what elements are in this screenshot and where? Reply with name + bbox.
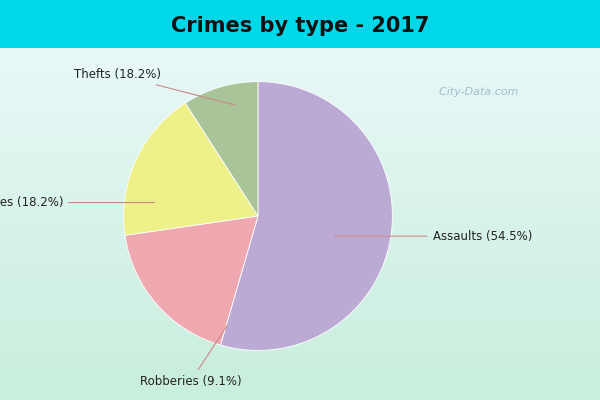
Wedge shape [125,216,258,345]
Wedge shape [124,103,258,235]
Text: Robberies (9.1%): Robberies (9.1%) [140,326,242,388]
Text: Thefts (18.2%): Thefts (18.2%) [74,68,235,105]
Wedge shape [221,82,392,350]
Wedge shape [185,82,258,216]
Text: Assaults (54.5%): Assaults (54.5%) [335,230,532,243]
Text: City-Data.com: City-Data.com [432,87,518,97]
Text: Burglaries (18.2%): Burglaries (18.2%) [0,196,154,209]
Text: Crimes by type - 2017: Crimes by type - 2017 [171,16,429,36]
